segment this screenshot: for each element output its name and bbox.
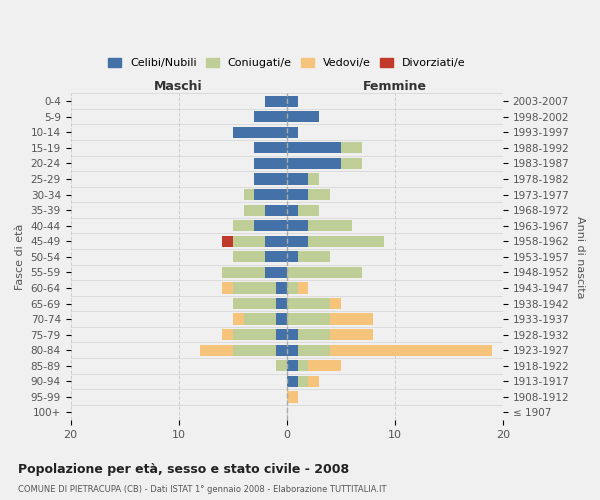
Bar: [200, 344, 233, 356]
Bar: [233, 126, 287, 138]
Bar: [222, 236, 233, 247]
Bar: [276, 344, 287, 356]
Bar: [287, 189, 308, 200]
Bar: [276, 360, 287, 372]
Text: Popolazione per età, sesso e stato civile - 2008: Popolazione per età, sesso e stato civil…: [18, 462, 349, 475]
Bar: [298, 251, 330, 262]
Bar: [287, 236, 308, 247]
Bar: [254, 142, 287, 154]
Bar: [287, 298, 330, 309]
Bar: [287, 126, 298, 138]
Bar: [330, 344, 492, 356]
Bar: [233, 298, 276, 309]
Bar: [330, 298, 341, 309]
Y-axis label: Fasce di età: Fasce di età: [15, 224, 25, 290]
Bar: [308, 174, 319, 184]
Bar: [298, 376, 308, 387]
Bar: [222, 329, 233, 340]
Bar: [222, 267, 265, 278]
Bar: [298, 360, 308, 372]
Bar: [244, 189, 254, 200]
Bar: [287, 251, 298, 262]
Legend: Celibi/Nubili, Coniugati/e, Vedovi/e, Divorziati/e: Celibi/Nubili, Coniugati/e, Vedovi/e, Di…: [103, 53, 470, 72]
Bar: [276, 314, 287, 324]
Bar: [298, 329, 330, 340]
Bar: [265, 267, 287, 278]
Bar: [308, 360, 341, 372]
Bar: [233, 314, 244, 324]
Bar: [233, 251, 265, 262]
Bar: [265, 204, 287, 216]
Bar: [287, 220, 308, 232]
Bar: [287, 174, 308, 184]
Bar: [287, 360, 298, 372]
Bar: [287, 282, 298, 294]
Bar: [308, 236, 384, 247]
Text: COMUNE DI PIETRACUPA (CB) - Dati ISTAT 1° gennaio 2008 - Elaborazione TUTTITALIA: COMUNE DI PIETRACUPA (CB) - Dati ISTAT 1…: [18, 485, 386, 494]
Bar: [233, 344, 276, 356]
Bar: [287, 329, 298, 340]
Bar: [287, 96, 298, 106]
Bar: [265, 236, 287, 247]
Bar: [233, 220, 254, 232]
Bar: [222, 282, 233, 294]
Bar: [254, 111, 287, 122]
Text: Femmine: Femmine: [363, 80, 427, 94]
Bar: [265, 96, 287, 106]
Bar: [254, 174, 287, 184]
Bar: [265, 251, 287, 262]
Bar: [287, 204, 298, 216]
Bar: [308, 376, 319, 387]
Bar: [287, 142, 341, 154]
Bar: [244, 314, 276, 324]
Bar: [330, 329, 373, 340]
Bar: [233, 236, 265, 247]
Bar: [233, 329, 276, 340]
Bar: [276, 298, 287, 309]
Bar: [298, 204, 319, 216]
Bar: [287, 344, 298, 356]
Bar: [298, 344, 330, 356]
Bar: [287, 158, 341, 169]
Bar: [308, 220, 352, 232]
Y-axis label: Anni di nascita: Anni di nascita: [575, 216, 585, 298]
Bar: [287, 314, 330, 324]
Bar: [254, 220, 287, 232]
Bar: [287, 392, 298, 402]
Bar: [244, 204, 265, 216]
Bar: [254, 158, 287, 169]
Bar: [341, 158, 362, 169]
Text: Maschi: Maschi: [154, 80, 203, 94]
Bar: [341, 142, 362, 154]
Bar: [287, 111, 319, 122]
Bar: [276, 329, 287, 340]
Bar: [254, 189, 287, 200]
Bar: [287, 376, 298, 387]
Bar: [276, 282, 287, 294]
Bar: [330, 314, 373, 324]
Bar: [308, 189, 330, 200]
Bar: [233, 282, 276, 294]
Bar: [298, 282, 308, 294]
Bar: [287, 267, 362, 278]
